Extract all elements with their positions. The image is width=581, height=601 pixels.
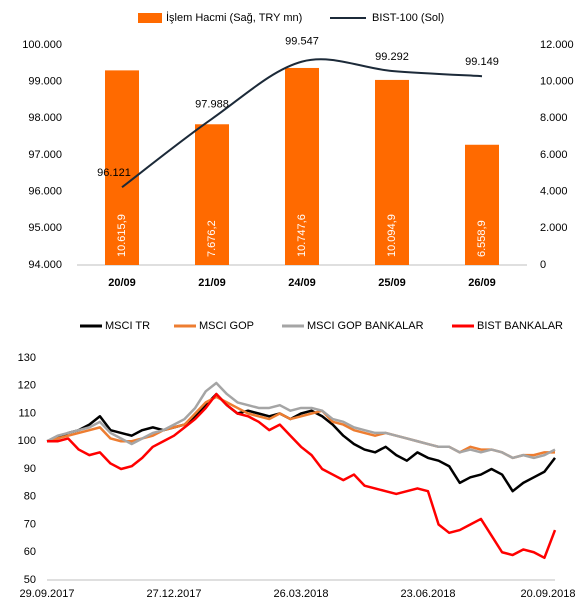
x-tick-label: 27.12.2017 (146, 588, 201, 600)
point-label: 99.547 (285, 36, 319, 48)
x-tick-label: 26.03.2018 (273, 588, 328, 600)
bar (105, 70, 139, 265)
y2-tick-label: 10.000 (540, 76, 574, 88)
point-label: 97.988 (195, 99, 229, 111)
bar-label: 10.615,9 (116, 214, 128, 257)
x-tick-label: 25/09 (378, 277, 406, 289)
legend-swatch (138, 13, 162, 23)
y-tick-label: 96.000 (28, 186, 62, 198)
y2-tick-label: 2.000 (540, 222, 568, 234)
x-tick-label: 24/09 (288, 277, 316, 289)
point-label: 99.292 (375, 51, 409, 63)
line (47, 392, 557, 560)
y2-tick-label: 6.000 (540, 149, 568, 161)
legend-label: MSCI GOP (199, 320, 254, 332)
bar-label: 10.094,9 (386, 214, 398, 257)
x-tick-label: 29.09.2017 (19, 588, 74, 600)
y-tick-label: 100 (18, 435, 36, 447)
y2-tick-label: 8.000 (540, 112, 568, 124)
legend-label: MSCI GOP BANKALAR (307, 320, 424, 332)
bar (465, 144, 499, 265)
line (46, 392, 556, 493)
x-tick-label: 21/09 (198, 277, 226, 289)
legend-label: MSCI TR (105, 320, 150, 332)
y-tick-label: 100.000 (22, 39, 62, 51)
y-tick-label: 95.000 (28, 222, 62, 234)
line (121, 58, 483, 189)
bar (285, 67, 319, 265)
y-tick-label: 110 (18, 407, 36, 419)
y-tick-label: 98.000 (28, 112, 62, 124)
point-label: 99.149 (465, 56, 499, 68)
y-tick-label: 130 (18, 352, 36, 364)
legend-label: BIST BANKALAR (477, 320, 563, 332)
y-tick-label: 94.000 (28, 259, 62, 271)
x-tick-label: 20.09.2018 (520, 588, 575, 600)
y-tick-label: 50 (24, 574, 36, 586)
bar-label: 7.676,2 (206, 220, 218, 257)
y-tick-label: 70 (24, 518, 36, 530)
y-tick-label: 120 (18, 380, 36, 392)
legend-label: İşlem Hacmi (Sağ, TRY mn) (166, 11, 302, 24)
x-tick-label: 20/09 (108, 277, 136, 289)
y-tick-label: 97.000 (28, 149, 62, 161)
bar (195, 124, 229, 265)
y-tick-label: 60 (24, 546, 36, 558)
x-tick-label: 23.06.2018 (400, 588, 455, 600)
y-tick-label: 90 (24, 463, 36, 475)
point-label: 96.121 (97, 167, 131, 179)
y-tick-label: 80 (24, 491, 36, 503)
line (46, 395, 555, 460)
y-tick-label: 99.000 (28, 76, 62, 88)
bar-label: 6.558,9 (476, 220, 488, 257)
legend-label: BIST-100 (Sol) (372, 12, 444, 24)
y2-tick-label: 4.000 (540, 186, 568, 198)
line (46, 381, 556, 460)
bar (375, 79, 409, 265)
y2-tick-label: 12.000 (540, 39, 574, 51)
bar-label: 10.747,6 (296, 214, 308, 257)
x-tick-label: 26/09 (468, 277, 496, 289)
y2-tick-label: 0 (540, 259, 546, 271)
